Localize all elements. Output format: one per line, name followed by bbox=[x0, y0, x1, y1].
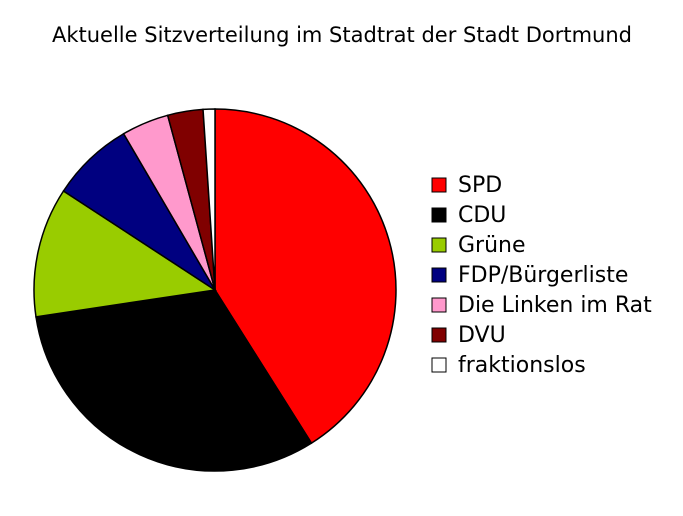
legend-label: fraktionslos bbox=[458, 353, 586, 378]
legend-label: DVU bbox=[458, 323, 506, 348]
legend-swatch bbox=[431, 357, 447, 373]
legend-label: CDU bbox=[458, 203, 506, 228]
legend-swatch bbox=[431, 297, 447, 313]
pie-slice bbox=[202, 108, 216, 291]
pie-slice bbox=[35, 289, 313, 472]
legend-swatch bbox=[431, 237, 447, 253]
legend-swatch bbox=[431, 327, 447, 343]
pie-slice bbox=[33, 189, 218, 318]
legend-swatch bbox=[431, 207, 447, 223]
pie-slice bbox=[214, 108, 397, 445]
legend-label: Die Linken im Rat bbox=[458, 293, 652, 318]
legend-label: SPD bbox=[458, 173, 502, 198]
legend-swatch bbox=[431, 177, 447, 193]
chart-title: Aktuelle Sitzverteilung im Stadtrat der … bbox=[52, 23, 632, 47]
legend-swatch bbox=[431, 267, 447, 283]
legend-label: Grüne bbox=[458, 233, 526, 258]
legend-label: FDP/Bürgerliste bbox=[458, 263, 628, 288]
